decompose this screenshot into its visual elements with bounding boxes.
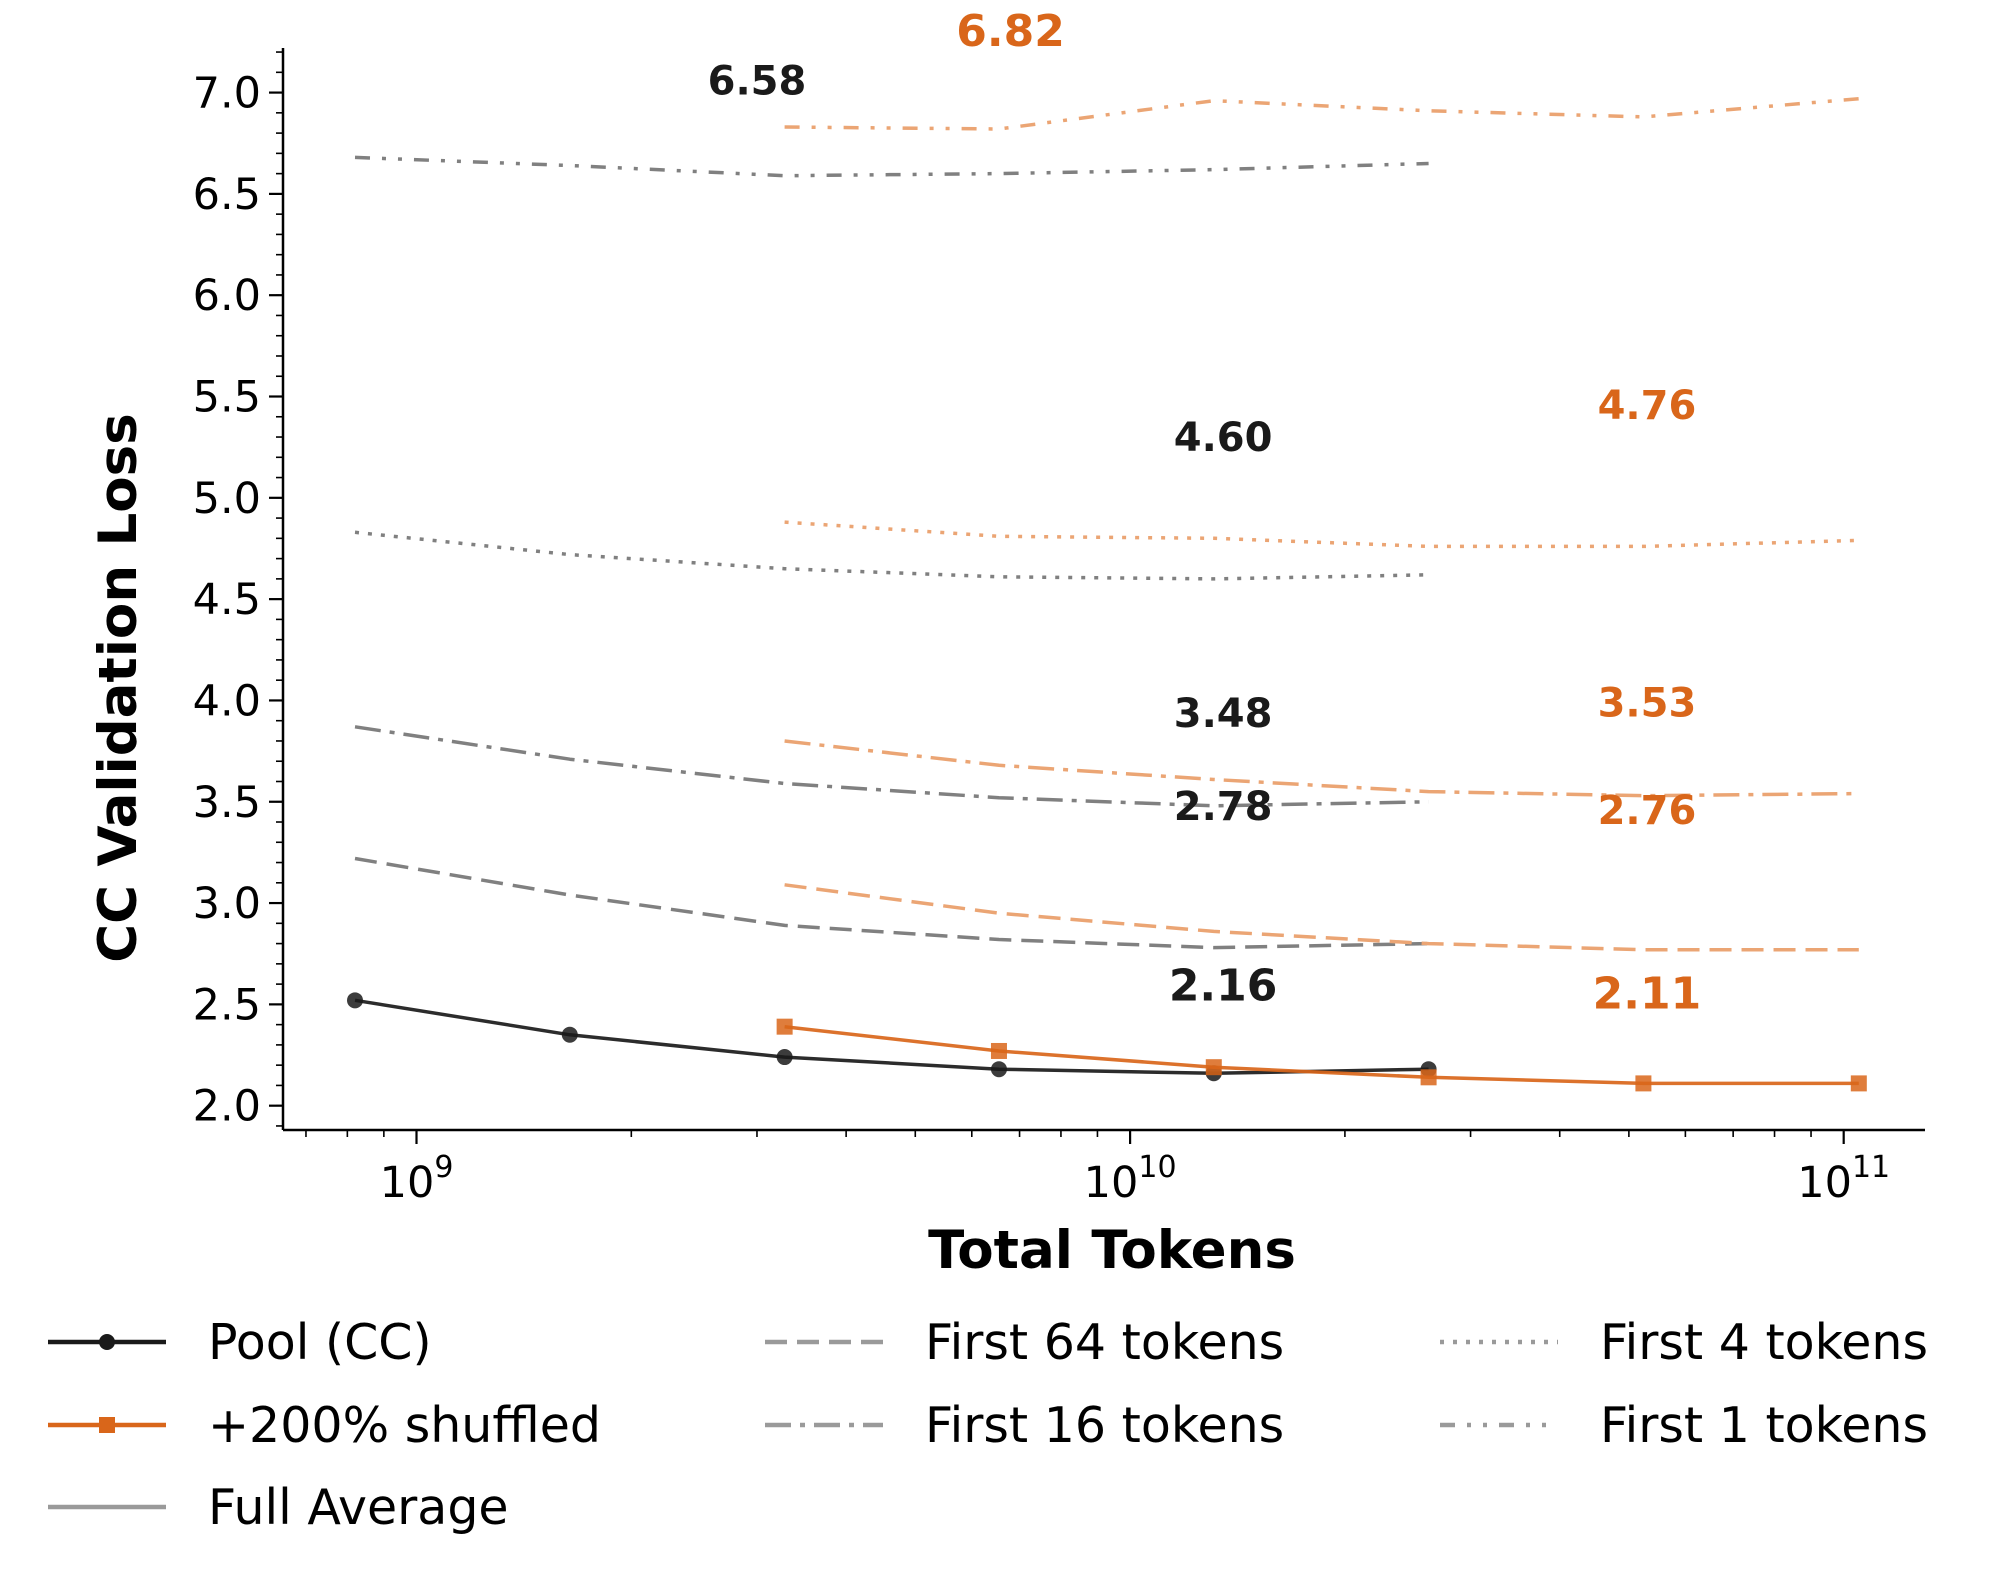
data-point bbox=[347, 992, 364, 1009]
series-line bbox=[354, 856, 1429, 950]
x-tick-label: 1011 bbox=[1797, 1150, 1890, 1208]
y-tick-label: 3.0 bbox=[193, 879, 261, 929]
legend-item: Full Average bbox=[48, 1479, 509, 1536]
series-3 bbox=[784, 883, 1859, 952]
series-8 bbox=[354, 155, 1429, 178]
data-point bbox=[776, 1049, 793, 1066]
series-line bbox=[784, 739, 1859, 798]
legend-label: Full Average bbox=[208, 1479, 509, 1536]
value-annotation: 6.58 bbox=[708, 59, 807, 105]
series-0 bbox=[347, 992, 1437, 1082]
legend-item: First 64 tokens bbox=[765, 1314, 1284, 1371]
x-tick-label: 1010 bbox=[1084, 1150, 1177, 1208]
x-axis-title: Total Tokens bbox=[928, 1220, 1296, 1281]
data-point bbox=[990, 1061, 1007, 1078]
legend-marker bbox=[99, 1417, 115, 1433]
legend-item: +200% shuffled bbox=[48, 1397, 601, 1454]
legend-label: First 16 tokens bbox=[925, 1397, 1284, 1454]
series-line bbox=[784, 520, 1859, 549]
legend: Pool (CC) +200% shuffled Full Average First… bbox=[48, 1314, 1928, 1536]
y-tick-label: 5.0 bbox=[193, 474, 261, 524]
y-tick-label: 4.5 bbox=[193, 575, 261, 625]
legend-item: First 16 tokens bbox=[765, 1397, 1284, 1454]
series-line bbox=[784, 1024, 1859, 1086]
series-line bbox=[354, 155, 1429, 178]
data-point bbox=[1635, 1075, 1652, 1092]
legend-item: Pool (CC) bbox=[48, 1314, 432, 1371]
value-annotation: 3.48 bbox=[1174, 691, 1273, 737]
value-annotation: 4.76 bbox=[1598, 383, 1697, 429]
data-point bbox=[1205, 1059, 1222, 1076]
series-layer bbox=[347, 96, 1867, 1092]
data-point bbox=[990, 1042, 1007, 1059]
series-5 bbox=[784, 739, 1859, 798]
legend-label: First 4 tokens bbox=[1600, 1314, 1928, 1371]
value-annotation: 2.76 bbox=[1598, 788, 1697, 834]
x-tick-label: 109 bbox=[380, 1150, 454, 1208]
value-annotation: 4.60 bbox=[1174, 415, 1273, 461]
y-tick-label: 3.5 bbox=[193, 778, 261, 828]
data-point bbox=[1850, 1075, 1867, 1092]
legend-label: +200% shuffled bbox=[208, 1397, 601, 1454]
data-point bbox=[1420, 1069, 1437, 1086]
y-tick-label: 2.5 bbox=[193, 980, 261, 1030]
y-tick-label: 6.0 bbox=[193, 271, 261, 321]
y-tick-label: 7.0 bbox=[193, 69, 261, 119]
series-line bbox=[784, 96, 1859, 131]
value-annotation: 2.78 bbox=[1174, 784, 1273, 830]
y-tick-label: 6.5 bbox=[193, 170, 261, 220]
value-annotation: 6.82 bbox=[956, 6, 1065, 57]
annotation-layer: 6.82 6.58 4.76 4.60 3.53 3.48 2.78 2.76 2.16 2.11 bbox=[708, 6, 1702, 1019]
value-annotation: 2.11 bbox=[1593, 968, 1702, 1019]
series-2 bbox=[354, 856, 1429, 950]
value-annotation: 3.53 bbox=[1598, 681, 1697, 727]
y-axis-title: CC Validation Loss bbox=[88, 413, 149, 963]
legend-label: First 64 tokens bbox=[925, 1314, 1284, 1371]
data-point bbox=[776, 1018, 793, 1035]
legend-item: First 4 tokens bbox=[1440, 1314, 1928, 1371]
y-tick-label: 5.5 bbox=[193, 373, 261, 423]
value-annotation: 2.16 bbox=[1169, 960, 1278, 1011]
legend-label: First 1 tokens bbox=[1600, 1397, 1928, 1454]
legend-label: Pool (CC) bbox=[208, 1314, 432, 1371]
legend-marker bbox=[99, 1334, 115, 1350]
series-1 bbox=[776, 1018, 1867, 1092]
data-point bbox=[561, 1026, 578, 1043]
series-line bbox=[784, 883, 1859, 952]
series-4 bbox=[354, 725, 1429, 808]
series-7 bbox=[784, 520, 1859, 549]
y-tick-label: 2.0 bbox=[193, 1082, 261, 1132]
series-line bbox=[354, 725, 1429, 808]
series-line bbox=[354, 998, 1429, 1076]
legend-item: First 1 tokens bbox=[1440, 1397, 1928, 1454]
y-tick-label: 4.0 bbox=[193, 676, 261, 726]
series-9 bbox=[784, 96, 1859, 131]
axes: 2.0 2.5 3.0 3.5 4.0 4.5 5.0 5.5 6.0 6.5 7.0 109 1010… bbox=[193, 48, 1925, 1208]
